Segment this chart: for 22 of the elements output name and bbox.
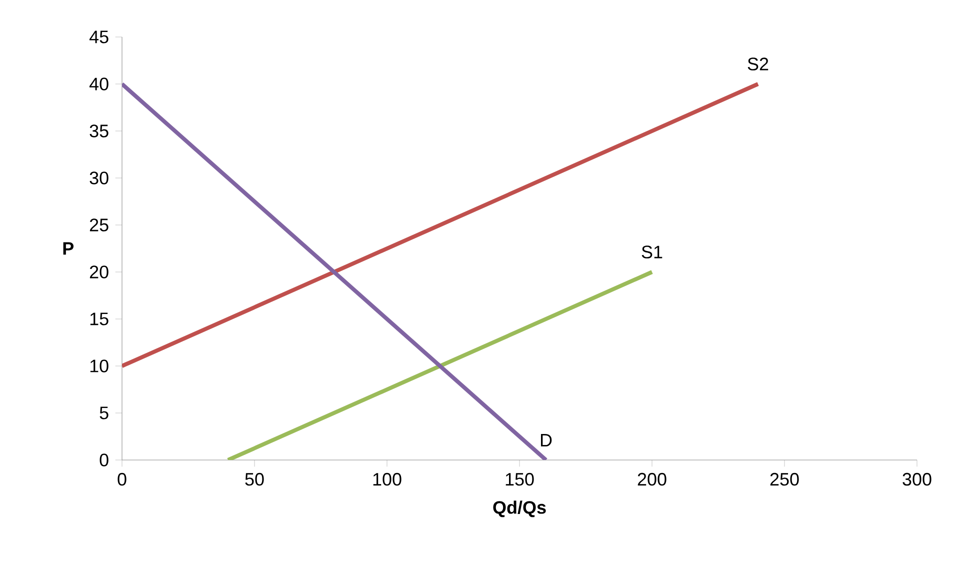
series-label: S2 [748,58,768,70]
x-tick-label: 300 [902,472,932,486]
y-tick-label: 10 [90,360,108,372]
y-tick-label: 25 [90,218,108,232]
x-axis-title: Qd/Qs [493,500,546,518]
y-axis-title: P [63,242,74,255]
x-tick-label: 50 [245,472,264,486]
x-tick-label: 0 [118,472,126,486]
series-label: S1 [642,246,662,258]
y-tick-label: 20 [90,266,108,278]
y-tick-label: 15 [90,312,108,326]
y-tick-label: 30 [90,172,108,184]
y-tick-label: 0 [100,454,108,466]
x-tick-label: 150 [506,472,534,486]
y-tick-label: 40 [89,78,108,90]
series-label: D [540,434,552,446]
x-tick-label: 250 [770,472,799,486]
y-tick-label: 5 [100,406,108,420]
y-tick-label: 35 [90,124,108,138]
x-tick-label: 100 [373,472,402,486]
y-tick-label: 45 [89,30,108,44]
x-tick-label: 200 [638,472,666,486]
